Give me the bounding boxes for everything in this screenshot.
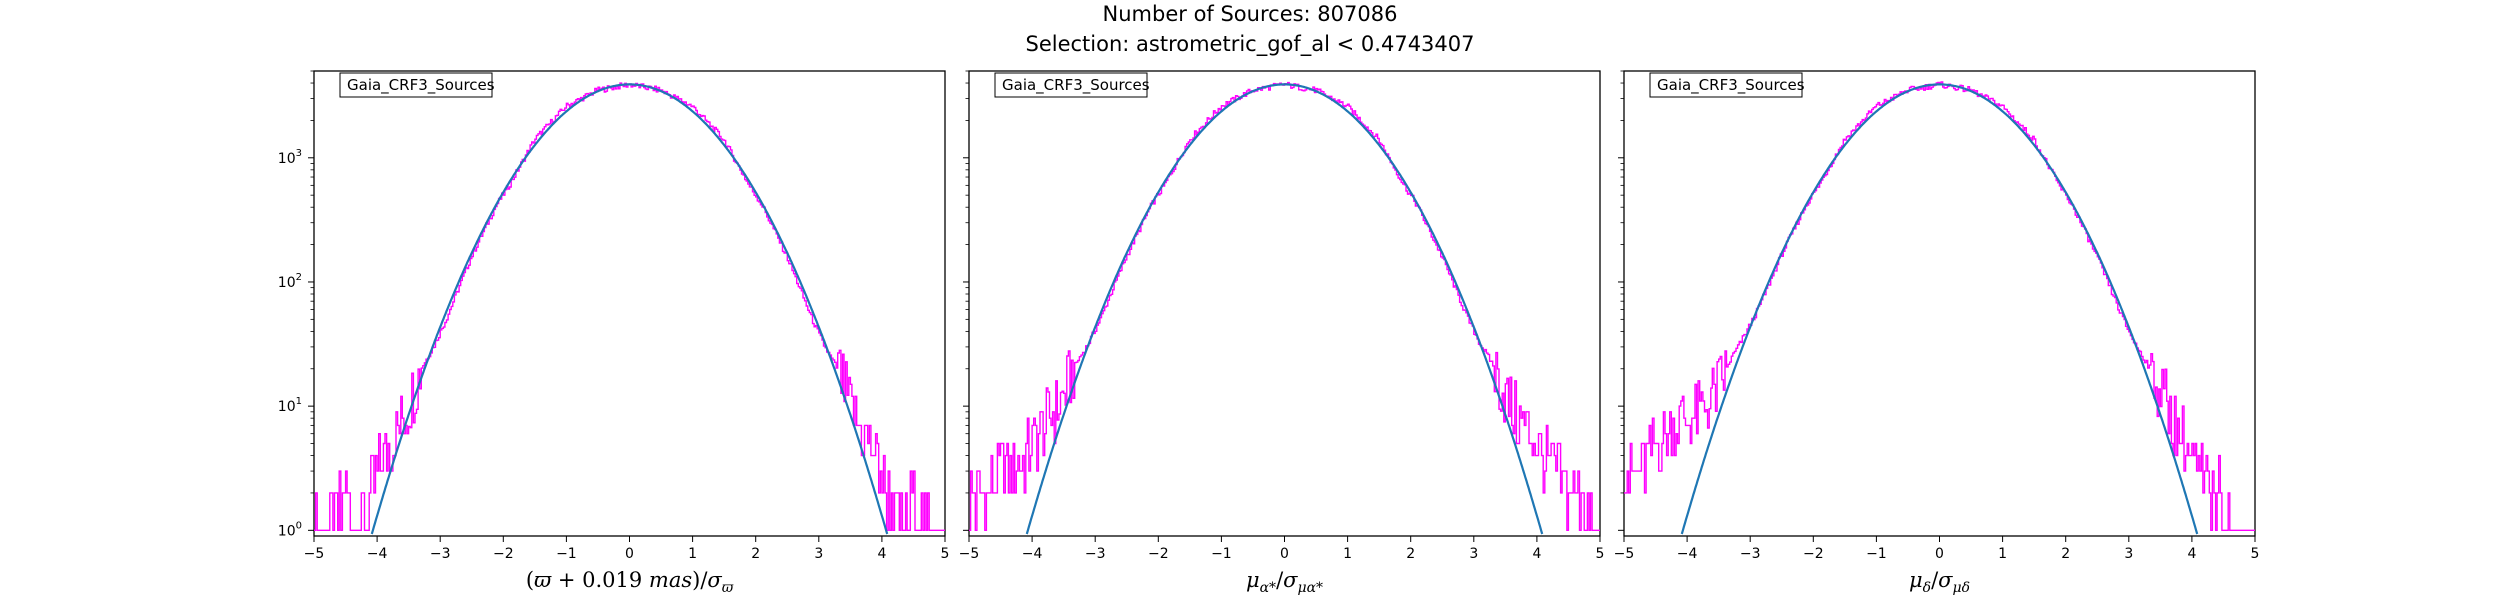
x-axis-label: (ϖ + 0.019 mas)/σϖ <box>526 568 734 596</box>
x-tick-label: −3 <box>1740 546 1761 562</box>
figure-title-selection: Selection: astrometric_gof_al < 0.474340… <box>1025 32 1475 56</box>
gaussian-fit-curve-1 <box>370 83 889 535</box>
x-tick-label: 2 <box>751 546 760 562</box>
legend-box <box>339 72 493 98</box>
axes-frame-3 <box>1623 70 2256 537</box>
x-tick-label: 5 <box>1596 546 1605 562</box>
x-tick-label: −5 <box>959 546 980 562</box>
x-tick-label: 1 <box>1998 546 2007 562</box>
x-tick-label: −4 <box>367 546 388 562</box>
x-tick-label: 2 <box>2061 546 2070 562</box>
x-tick-label: 0 <box>1935 546 1944 562</box>
x-tick-label: −4 <box>1022 546 1043 562</box>
x-tick-label: 4 <box>1532 546 1541 562</box>
histogram-steps-1 <box>314 82 945 531</box>
y-tick-label: 100 <box>278 520 302 539</box>
x-tick-label: 1 <box>688 546 697 562</box>
x-tick-label: −4 <box>1677 546 1698 562</box>
x-tick-label: 5 <box>2251 546 2260 562</box>
x-tick-label: −5 <box>1614 546 1635 562</box>
x-tick-label: 4 <box>2187 546 2196 562</box>
histogram-steps-2 <box>969 81 1600 531</box>
legend-label: Gaia_CRF3_Sources <box>347 76 495 95</box>
x-tick-label: −3 <box>430 546 451 562</box>
x-tick-label: 0 <box>625 546 634 562</box>
axes-frame-2 <box>968 70 1601 537</box>
x-tick-label: −2 <box>1148 546 1169 562</box>
x-tick-label: −2 <box>493 546 514 562</box>
histogram-steps-3 <box>1624 81 2255 531</box>
x-tick-label: 3 <box>2124 546 2133 562</box>
x-tick-label: 0 <box>1280 546 1289 562</box>
x-tick-label: 1 <box>1343 546 1352 562</box>
y-tick-label: 101 <box>278 396 302 415</box>
x-tick-label: 5 <box>941 546 950 562</box>
legend-label: Gaia_CRF3_Sources <box>1002 76 1150 95</box>
x-tick-label: −5 <box>304 546 325 562</box>
y-tick-label: 102 <box>278 272 302 291</box>
x-axis-label: μα*/σμα* <box>1246 568 1323 596</box>
x-axis-label: μδ/σμδ <box>1909 568 1970 596</box>
gaussian-fit-curve-3 <box>1680 83 2199 535</box>
x-tick-label: 3 <box>814 546 823 562</box>
legend-box <box>1649 72 1803 98</box>
legend-label: Gaia_CRF3_Sources <box>1657 76 1805 95</box>
legend-box <box>994 72 1148 98</box>
gaussian-fit-curve-2 <box>1025 83 1544 535</box>
axes-frame-1 <box>313 70 946 537</box>
x-tick-label: 2 <box>1406 546 1415 562</box>
x-tick-label: 4 <box>877 546 886 562</box>
x-tick-label: −1 <box>1866 546 1887 562</box>
x-tick-label: −1 <box>556 546 577 562</box>
x-tick-label: −1 <box>1211 546 1232 562</box>
x-tick-label: −2 <box>1803 546 1824 562</box>
x-tick-label: −3 <box>1085 546 1106 562</box>
y-tick-label: 103 <box>278 148 302 167</box>
figure-title-sources: Number of Sources: 807086 <box>1102 2 1398 26</box>
x-tick-label: 3 <box>1469 546 1478 562</box>
